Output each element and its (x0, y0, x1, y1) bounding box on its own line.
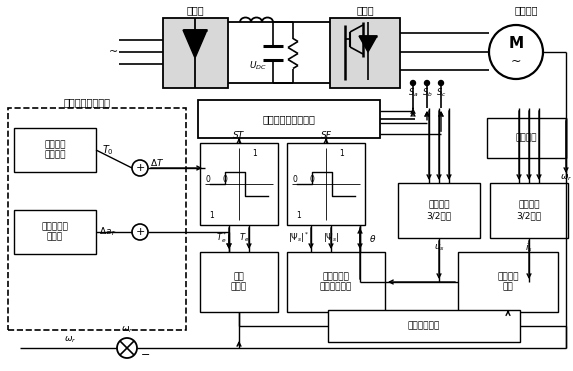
Text: $\omega_r$: $\omega_r$ (559, 173, 572, 183)
Circle shape (489, 25, 543, 79)
Text: $T_e$: $T_e$ (239, 232, 249, 244)
Circle shape (132, 224, 148, 240)
Text: 带环宽度
基値确定: 带环宽度 基値确定 (44, 140, 66, 160)
Text: $S_b$: $S_b$ (422, 87, 433, 99)
Text: 速度
控制器: 速度 控制器 (231, 272, 247, 292)
Bar (487, 118, 566, 158)
Circle shape (132, 160, 148, 176)
Bar (287, 143, 365, 225)
Text: $U_{DC}$: $U_{DC}$ (249, 60, 267, 72)
Text: $|\Psi_s|$: $|\Psi_s|$ (323, 232, 339, 244)
Text: 定子磁链
观测: 定子磁链 观测 (497, 272, 519, 292)
Text: $-$: $-$ (140, 348, 150, 358)
Text: 0: 0 (206, 175, 210, 184)
Text: $\omega_r$: $\omega_r$ (64, 335, 76, 345)
Text: 速度检测: 速度检测 (516, 134, 537, 142)
Bar (490, 183, 568, 238)
Bar (287, 252, 385, 312)
Bar (14, 128, 96, 172)
Text: 定子电压
3/2变换: 定子电压 3/2变换 (426, 201, 452, 220)
Text: +: + (135, 163, 145, 173)
Text: $\Delta a_T$: $\Delta a_T$ (99, 226, 117, 238)
Text: ~: ~ (511, 55, 521, 68)
Text: 带环宽度增
量调节: 带环宽度增 量调节 (42, 222, 68, 242)
Text: 逆变器: 逆变器 (356, 5, 374, 15)
Text: 开关电压矢量选择表: 开关电压矢量选择表 (262, 114, 316, 124)
Text: 转矩带环宽度可调: 转矩带环宽度可调 (64, 97, 111, 107)
Circle shape (410, 81, 415, 85)
Circle shape (438, 81, 444, 85)
Text: $T_0$: $T_0$ (102, 143, 114, 157)
Circle shape (117, 338, 137, 358)
Text: 1: 1 (297, 210, 301, 220)
Bar (398, 183, 480, 238)
Text: $S_c$: $S_c$ (435, 87, 446, 99)
Text: 1: 1 (253, 148, 257, 158)
Text: 1: 1 (340, 148, 344, 158)
Text: 定子电流
3/2变换: 定子电流 3/2变换 (516, 201, 541, 220)
Text: 整流器: 整流器 (186, 5, 204, 15)
Text: $|\Psi_s|^*$: $|\Psi_s|^*$ (288, 231, 310, 245)
Text: 电磁转矩观测: 电磁转矩观测 (408, 322, 440, 331)
Text: $\theta$: $\theta$ (370, 233, 376, 243)
Bar (8, 108, 186, 330)
Text: ST: ST (233, 131, 245, 141)
Bar (200, 252, 278, 312)
Polygon shape (359, 36, 377, 52)
Polygon shape (183, 30, 207, 58)
Text: +: + (135, 227, 145, 237)
Bar (198, 100, 380, 138)
Bar (200, 143, 278, 225)
Text: 磁链幅値计
算、扇区判断: 磁链幅値计 算、扇区判断 (320, 272, 352, 292)
Bar (328, 310, 520, 342)
Text: $\omega_r$: $\omega_r$ (121, 325, 134, 335)
Text: ~: ~ (109, 47, 118, 57)
Text: 感应电动: 感应电动 (515, 5, 538, 15)
Circle shape (425, 81, 430, 85)
Text: 0: 0 (222, 175, 227, 184)
Text: $i_s$: $i_s$ (525, 242, 533, 254)
Text: $\Delta T$: $\Delta T$ (150, 157, 164, 167)
Text: M: M (508, 36, 524, 52)
Text: 1: 1 (210, 210, 214, 220)
Text: SF: SF (320, 131, 331, 141)
Bar (163, 18, 228, 88)
Bar (330, 18, 400, 88)
Text: $S_a$: $S_a$ (408, 87, 418, 99)
Text: 0: 0 (293, 175, 297, 184)
Text: $u_s$: $u_s$ (434, 243, 445, 253)
Bar (14, 210, 96, 254)
Text: $T_e^*$: $T_e^*$ (216, 230, 228, 246)
Text: 0: 0 (309, 175, 315, 184)
Bar (458, 252, 558, 312)
